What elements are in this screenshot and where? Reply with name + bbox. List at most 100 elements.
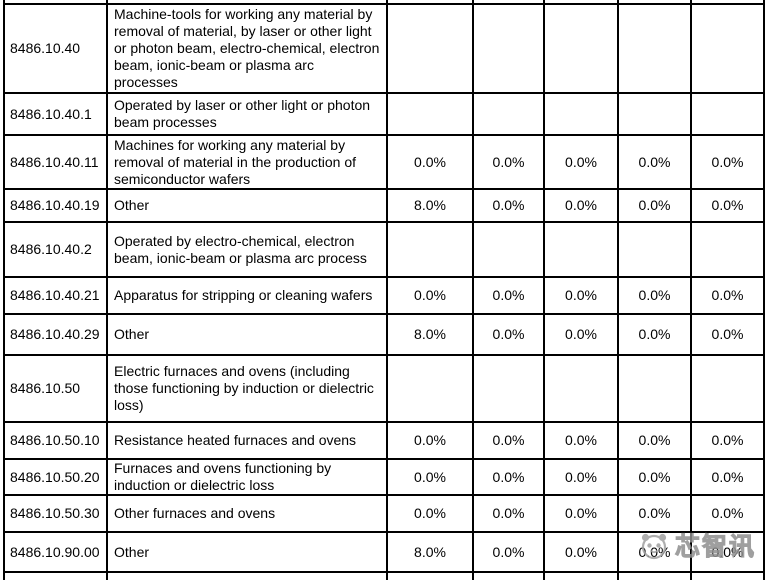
rate-cell: 0.0%: [619, 533, 692, 573]
table-row: 8486.10.50.20 Furnaces and ovens functio…: [5, 460, 766, 496]
rate-cell: [619, 5, 692, 94]
description-cell: Apparatus for stripping or cleaning wafe…: [108, 278, 388, 315]
hs-code-cell: 8486.10.50: [5, 356, 108, 423]
rate-cell: [692, 573, 765, 580]
rate-cell: 8.0%: [388, 533, 474, 573]
rate-cell: 0.0%: [545, 278, 619, 315]
rate-cell: 0.0%: [619, 278, 692, 315]
hs-code-cell: 8486.10.40.29: [5, 315, 108, 356]
rate-cell: [474, 573, 545, 580]
table-row-partial: [5, 0, 766, 5]
rate-cell: 0.0%: [388, 423, 474, 460]
rate-cell: 0.0%: [692, 190, 765, 223]
rate-cell: [474, 223, 545, 278]
rate-cell: [388, 94, 474, 136]
hs-code-cell: 8486.10.40: [5, 5, 108, 94]
rate-cell: 0.0%: [692, 136, 765, 190]
rate-cell: 0.0%: [619, 315, 692, 356]
hs-code-cell: [5, 0, 108, 5]
tariff-table: 8486.10.40 Machine-tools for working any…: [3, 0, 766, 580]
rate-cell: 0.0%: [545, 533, 619, 573]
rate-cell: 0.0%: [388, 496, 474, 533]
rate-cell: 0.0%: [474, 423, 545, 460]
rate-cell: 0.0%: [388, 136, 474, 190]
description-cell: Resistance heated furnaces and ovens: [108, 423, 388, 460]
description-cell: Machine-tools for working any material b…: [108, 5, 388, 94]
hs-code-cell: 8486.10.40.21: [5, 278, 108, 315]
table-row: 8486.10.50.10 Resistance heated furnaces…: [5, 423, 766, 460]
rate-cell: 0.0%: [545, 136, 619, 190]
rate-cell: [474, 356, 545, 423]
rate-cell: [388, 573, 474, 580]
hs-code-cell: 8486.10.90.00: [5, 533, 108, 573]
description-cell: Operated by electro-chemical, electron b…: [108, 223, 388, 278]
rate-cell: [619, 573, 692, 580]
rate-cell: [474, 94, 545, 136]
rate-cell: [692, 0, 765, 5]
rate-cell: [619, 0, 692, 5]
rate-cell: [545, 0, 619, 5]
rate-cell: 0.0%: [619, 460, 692, 496]
rate-cell: 0.0%: [474, 315, 545, 356]
rate-cell: 0.0%: [388, 278, 474, 315]
rate-cell: [388, 0, 474, 5]
rate-cell: 0.0%: [545, 315, 619, 356]
rate-cell: 8.0%: [388, 315, 474, 356]
rate-cell: 0.0%: [474, 190, 545, 223]
rate-cell: 0.0%: [545, 423, 619, 460]
description-cell: Other furnaces and ovens: [108, 496, 388, 533]
rate-cell: 0.0%: [692, 315, 765, 356]
rate-cell: [545, 356, 619, 423]
rate-cell: [692, 223, 765, 278]
rate-cell: [545, 5, 619, 94]
rate-cell: [388, 5, 474, 94]
rate-cell: 0.0%: [619, 190, 692, 223]
table-row: 8486.10.40.2 Operated by electro-chemica…: [5, 223, 766, 278]
rate-cell: 0.0%: [474, 496, 545, 533]
description-cell: Other: [108, 533, 388, 573]
table-row: 8486.10.40.21 Apparatus for stripping or…: [5, 278, 766, 315]
rate-cell: 8.0%: [388, 190, 474, 223]
rate-cell: [619, 94, 692, 136]
description-cell: [108, 573, 388, 580]
hs-code-cell: 8486.10.50.10: [5, 423, 108, 460]
rate-cell: 0.0%: [388, 460, 474, 496]
rate-cell: 0.0%: [545, 460, 619, 496]
rate-cell: 0.0%: [545, 190, 619, 223]
rate-cell: 0.0%: [474, 136, 545, 190]
rate-cell: 0.0%: [692, 423, 765, 460]
rate-cell: [692, 356, 765, 423]
rate-cell: 0.0%: [474, 278, 545, 315]
rate-cell: [692, 94, 765, 136]
rate-cell: [619, 356, 692, 423]
hs-code-cell: [5, 573, 108, 580]
rate-cell: 0.0%: [619, 496, 692, 533]
description-cell: Furnaces and ovens functioning by induct…: [108, 460, 388, 496]
hs-code-cell: 8486.10.40.1: [5, 94, 108, 136]
rate-cell: [474, 5, 545, 94]
hs-code-cell: 8486.10.40.2: [5, 223, 108, 278]
rate-cell: [388, 356, 474, 423]
hs-code-cell: 8486.10.50.30: [5, 496, 108, 533]
rate-cell: 0.0%: [545, 496, 619, 533]
rate-cell: 0.0%: [619, 136, 692, 190]
rate-cell: 0.0%: [474, 533, 545, 573]
table-row: 8486.10.40.1 Operated by laser or other …: [5, 94, 766, 136]
description-cell: Electric furnaces and ovens (including t…: [108, 356, 388, 423]
rate-cell: [545, 573, 619, 580]
rate-cell: [619, 223, 692, 278]
rate-cell: 0.0%: [619, 423, 692, 460]
rate-cell: 0.0%: [692, 496, 765, 533]
rate-cell: 0.0%: [474, 460, 545, 496]
table-row: 8486.10.40.11 Machines for working any m…: [5, 136, 766, 190]
table-row: 8486.10.40.29 Other 8.0% 0.0% 0.0% 0.0% …: [5, 315, 766, 356]
table-row: 8486.10.40.19 Other 8.0% 0.0% 0.0% 0.0% …: [5, 190, 766, 223]
hs-code-cell: 8486.10.40.11: [5, 136, 108, 190]
rate-cell: 0.0%: [692, 278, 765, 315]
rate-cell: 0.0%: [692, 460, 765, 496]
rate-cell: [474, 0, 545, 5]
description-cell: Other: [108, 315, 388, 356]
rate-cell: [388, 223, 474, 278]
rate-cell: [545, 223, 619, 278]
